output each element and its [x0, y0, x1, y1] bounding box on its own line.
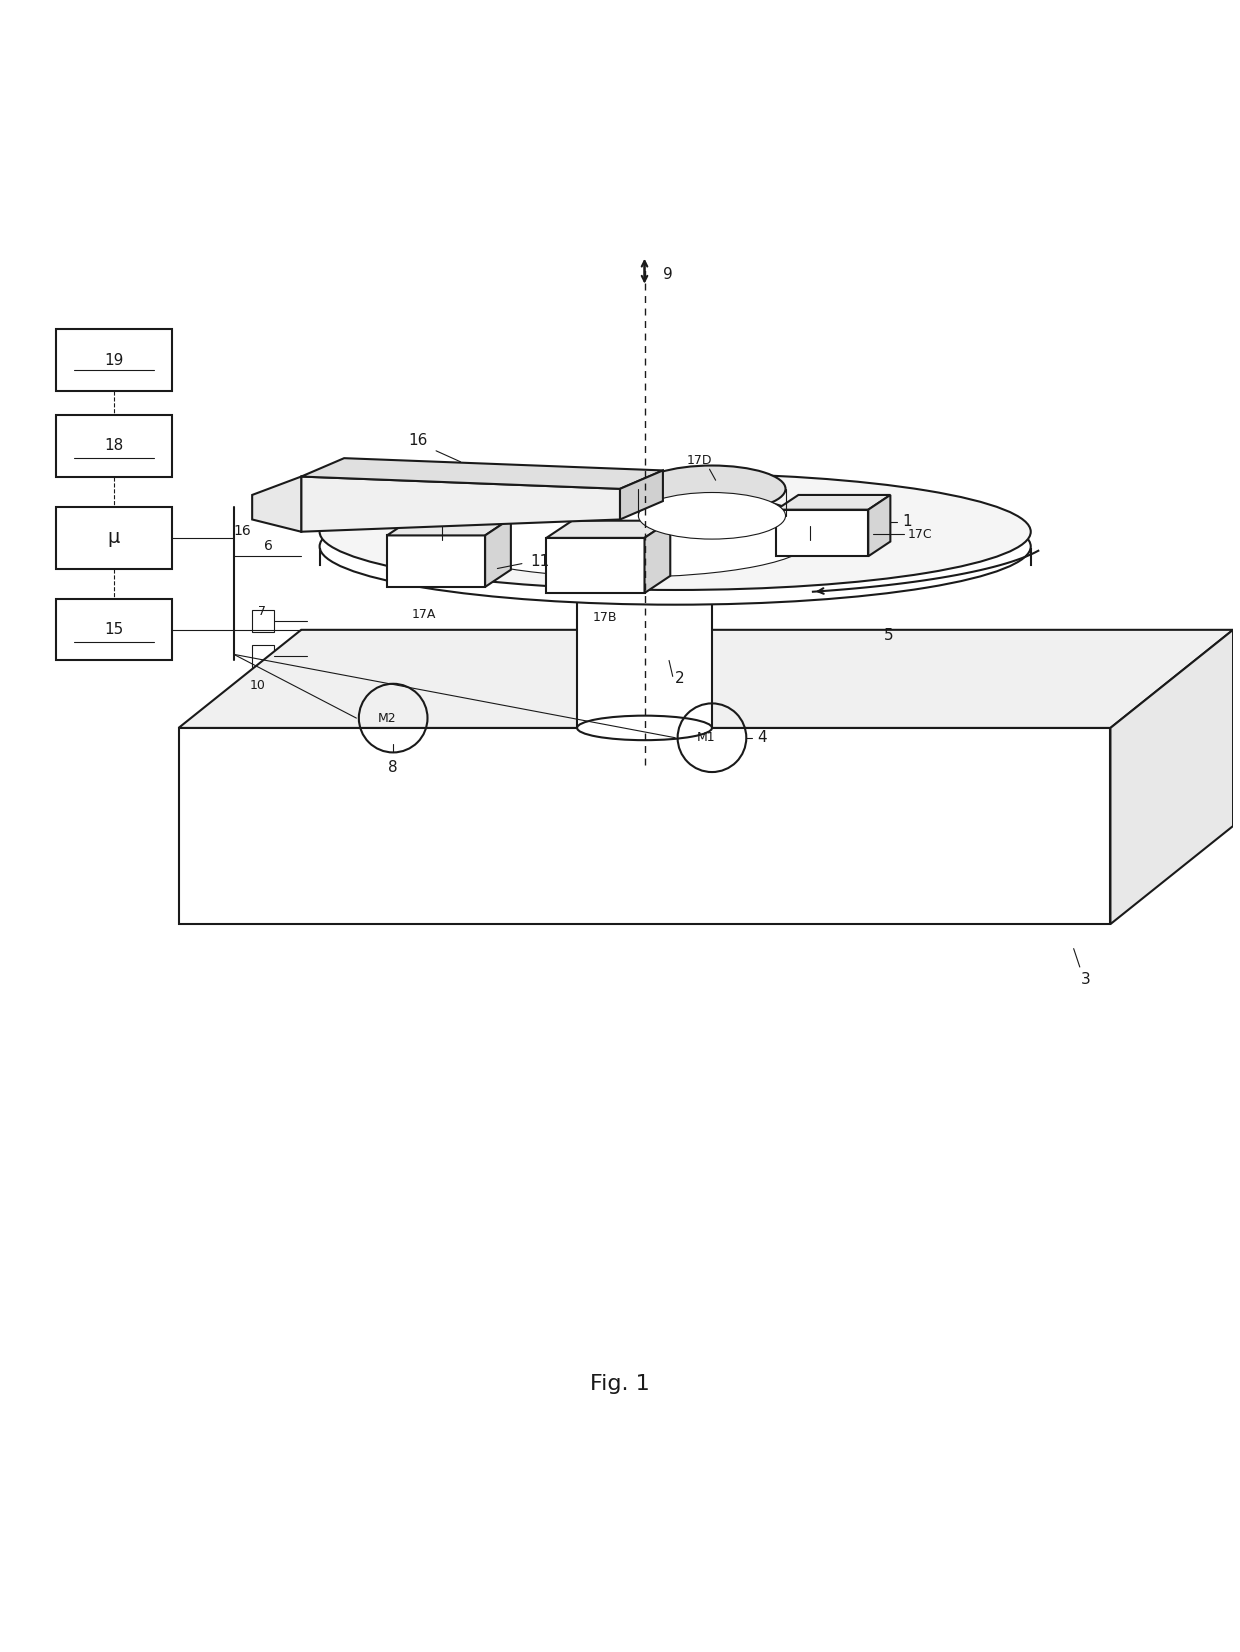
Text: 17B: 17B	[593, 611, 618, 624]
Polygon shape	[301, 476, 620, 532]
Polygon shape	[252, 610, 274, 633]
Text: 1: 1	[901, 514, 911, 529]
Text: 18: 18	[104, 438, 123, 453]
Text: 15: 15	[104, 623, 123, 638]
Polygon shape	[252, 476, 301, 532]
Polygon shape	[56, 329, 172, 392]
Polygon shape	[547, 539, 645, 593]
Ellipse shape	[443, 504, 810, 577]
Text: M1: M1	[697, 732, 715, 743]
Text: M2: M2	[378, 712, 397, 725]
Polygon shape	[56, 600, 172, 661]
Text: 9: 9	[663, 266, 672, 282]
Text: 16: 16	[408, 433, 428, 448]
Ellipse shape	[639, 492, 785, 539]
Polygon shape	[56, 507, 172, 568]
Polygon shape	[547, 520, 671, 539]
Polygon shape	[620, 471, 663, 519]
Ellipse shape	[639, 466, 785, 512]
Text: 10: 10	[249, 679, 265, 692]
Text: 17D: 17D	[687, 454, 713, 468]
Text: 2: 2	[675, 671, 684, 686]
Polygon shape	[179, 629, 1233, 729]
Polygon shape	[485, 519, 511, 586]
Polygon shape	[577, 557, 712, 729]
Polygon shape	[387, 519, 511, 535]
Polygon shape	[387, 535, 485, 586]
Polygon shape	[1111, 629, 1233, 923]
Text: 17A: 17A	[412, 608, 436, 621]
Polygon shape	[252, 644, 274, 667]
Text: 19: 19	[104, 352, 123, 368]
Polygon shape	[868, 496, 890, 557]
Polygon shape	[645, 520, 671, 593]
Text: 6: 6	[264, 540, 273, 553]
Text: 17C: 17C	[908, 527, 932, 540]
Ellipse shape	[577, 715, 712, 740]
Text: 3: 3	[1081, 971, 1091, 986]
Ellipse shape	[320, 474, 1030, 590]
Text: 8: 8	[388, 760, 398, 775]
Polygon shape	[56, 415, 172, 476]
Ellipse shape	[577, 540, 712, 572]
Text: 11: 11	[531, 553, 549, 568]
Polygon shape	[776, 510, 868, 557]
Polygon shape	[776, 496, 890, 510]
Ellipse shape	[491, 497, 761, 553]
Text: 7: 7	[258, 605, 267, 618]
Polygon shape	[179, 729, 1111, 923]
Text: μ: μ	[108, 529, 120, 547]
Text: 5: 5	[884, 628, 893, 643]
Text: 16: 16	[234, 524, 252, 537]
Ellipse shape	[320, 489, 1030, 605]
Ellipse shape	[443, 489, 810, 562]
Polygon shape	[301, 458, 663, 489]
Text: Fig. 1: Fig. 1	[590, 1374, 650, 1394]
Text: 4: 4	[758, 730, 768, 745]
